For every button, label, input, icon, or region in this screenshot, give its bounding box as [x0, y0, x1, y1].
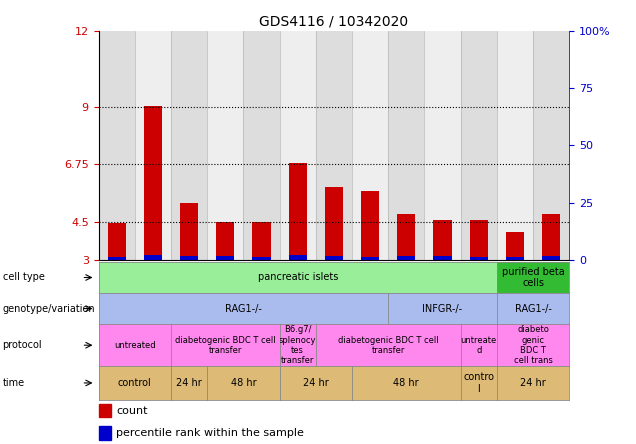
Text: diabetogenic BDC T cell
transfer: diabetogenic BDC T cell transfer [338, 336, 438, 355]
Text: 48 hr: 48 hr [231, 378, 256, 388]
Text: diabeto
genic
BDC T
cell trans: diabeto genic BDC T cell trans [514, 325, 553, 365]
Bar [352, 31, 388, 260]
Bar [469, 220, 488, 260]
Bar [460, 31, 497, 260]
Bar [252, 257, 270, 260]
Bar [542, 256, 560, 260]
Bar [244, 31, 280, 260]
Bar [135, 31, 171, 260]
Bar [325, 187, 343, 260]
Text: RAG1-/-: RAG1-/- [515, 304, 551, 313]
Text: time: time [3, 378, 25, 388]
Text: cell type: cell type [3, 273, 45, 282]
Bar [398, 256, 415, 260]
Text: untreate
d: untreate d [460, 336, 497, 355]
Text: untreated: untreated [114, 341, 156, 350]
Bar [180, 202, 198, 260]
Text: percentile rank within the sample: percentile rank within the sample [116, 428, 304, 438]
Text: 24 hr: 24 hr [303, 378, 329, 388]
Bar [144, 106, 162, 260]
Bar [506, 232, 524, 260]
Bar [107, 223, 126, 260]
Bar [144, 255, 162, 260]
Bar [216, 222, 234, 260]
Bar [424, 31, 460, 260]
Text: diabetogenic BDC T cell
transfer: diabetogenic BDC T cell transfer [175, 336, 275, 355]
Bar [99, 404, 111, 417]
Bar [207, 31, 244, 260]
Bar [171, 31, 207, 260]
Text: 24 hr: 24 hr [176, 378, 202, 388]
Bar [469, 257, 488, 260]
Text: B6.g7/
splenocy
tes
transfer: B6.g7/ splenocy tes transfer [279, 325, 317, 365]
Bar [107, 257, 126, 260]
Text: protocol: protocol [3, 340, 42, 350]
Bar [506, 257, 524, 260]
Bar [289, 163, 307, 260]
Bar [533, 31, 569, 260]
Bar [497, 31, 533, 260]
Text: count: count [116, 406, 148, 416]
Text: contro
l: contro l [463, 372, 494, 394]
Text: INFGR-/-: INFGR-/- [422, 304, 462, 313]
Bar [280, 31, 316, 260]
Bar [542, 214, 560, 260]
Bar [434, 220, 452, 260]
Text: 48 hr: 48 hr [394, 378, 419, 388]
Bar [388, 31, 424, 260]
Text: purified beta
cells: purified beta cells [502, 267, 564, 288]
Bar [289, 255, 307, 260]
Bar [180, 256, 198, 260]
Bar [361, 257, 379, 260]
Bar [398, 214, 415, 260]
Bar [325, 256, 343, 260]
Title: GDS4116 / 10342020: GDS4116 / 10342020 [259, 15, 408, 28]
Bar [434, 256, 452, 260]
Text: 24 hr: 24 hr [520, 378, 546, 388]
Bar [316, 31, 352, 260]
Text: pancreatic islets: pancreatic islets [258, 273, 338, 282]
Bar [361, 191, 379, 260]
Text: control: control [118, 378, 151, 388]
Bar [99, 31, 135, 260]
Bar [99, 426, 111, 440]
Bar [252, 222, 270, 260]
Bar [216, 256, 234, 260]
Text: genotype/variation: genotype/variation [3, 304, 95, 313]
Text: RAG1-/-: RAG1-/- [225, 304, 262, 313]
